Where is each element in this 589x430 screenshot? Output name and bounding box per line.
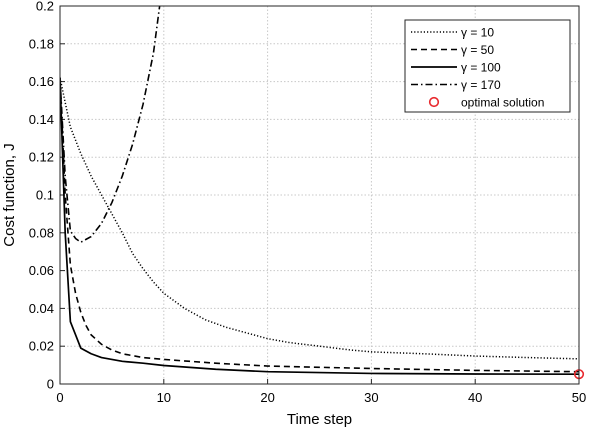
legend-label-3: γ = 100 <box>461 61 501 75</box>
series-line-4 <box>60 6 161 244</box>
grid <box>60 6 579 384</box>
series-line-1 <box>60 77 579 360</box>
x-tick-label: 0 <box>56 390 63 405</box>
legend: γ = 10 γ = 50 γ = 100 γ = 170 optimal soluti… <box>404 19 571 113</box>
x-tick-label: 20 <box>260 390 274 405</box>
y-tick-label: 0.04 <box>29 301 54 316</box>
y-tick-label: 0.1 <box>36 188 54 203</box>
legend-marker-label: optimal solution <box>461 96 544 110</box>
y-axis-label: Cost function, J <box>1 143 18 246</box>
y-tick-label: 0.02 <box>29 339 54 354</box>
x-axis-label: Time step <box>287 411 352 428</box>
x-tick-label: 30 <box>364 390 378 405</box>
legend-box <box>404 19 571 113</box>
series-layer <box>60 6 579 376</box>
legend-label-2: γ = 50 <box>461 43 494 57</box>
y-tick-label: 0.18 <box>29 36 54 51</box>
y-tick-label: 0.08 <box>29 225 54 240</box>
plot-frame <box>59 5 580 385</box>
y-tick-label: 0.2 <box>36 0 54 14</box>
ticks: 0 10 20 30 40 50 0 0.02 0.04 0.06 0.08 0.1 0.12 0.14 0… <box>29 0 587 405</box>
y-tick-label: 0.06 <box>29 263 54 278</box>
legend-label-4: γ = 170 <box>461 78 501 92</box>
x-tick-label: 50 <box>572 390 586 405</box>
x-tick-label: 40 <box>468 390 482 405</box>
y-tick-label: 0.14 <box>29 112 54 127</box>
legend-label-1: γ = 10 <box>461 26 494 40</box>
y-tick-label: 0 <box>47 377 54 392</box>
y-tick-label: 0.16 <box>29 74 54 89</box>
legend-marker-swatch <box>428 96 440 108</box>
y-tick-label: 0.12 <box>29 150 54 165</box>
series-line-3 <box>60 77 579 376</box>
x-tick-label: 10 <box>157 390 171 405</box>
